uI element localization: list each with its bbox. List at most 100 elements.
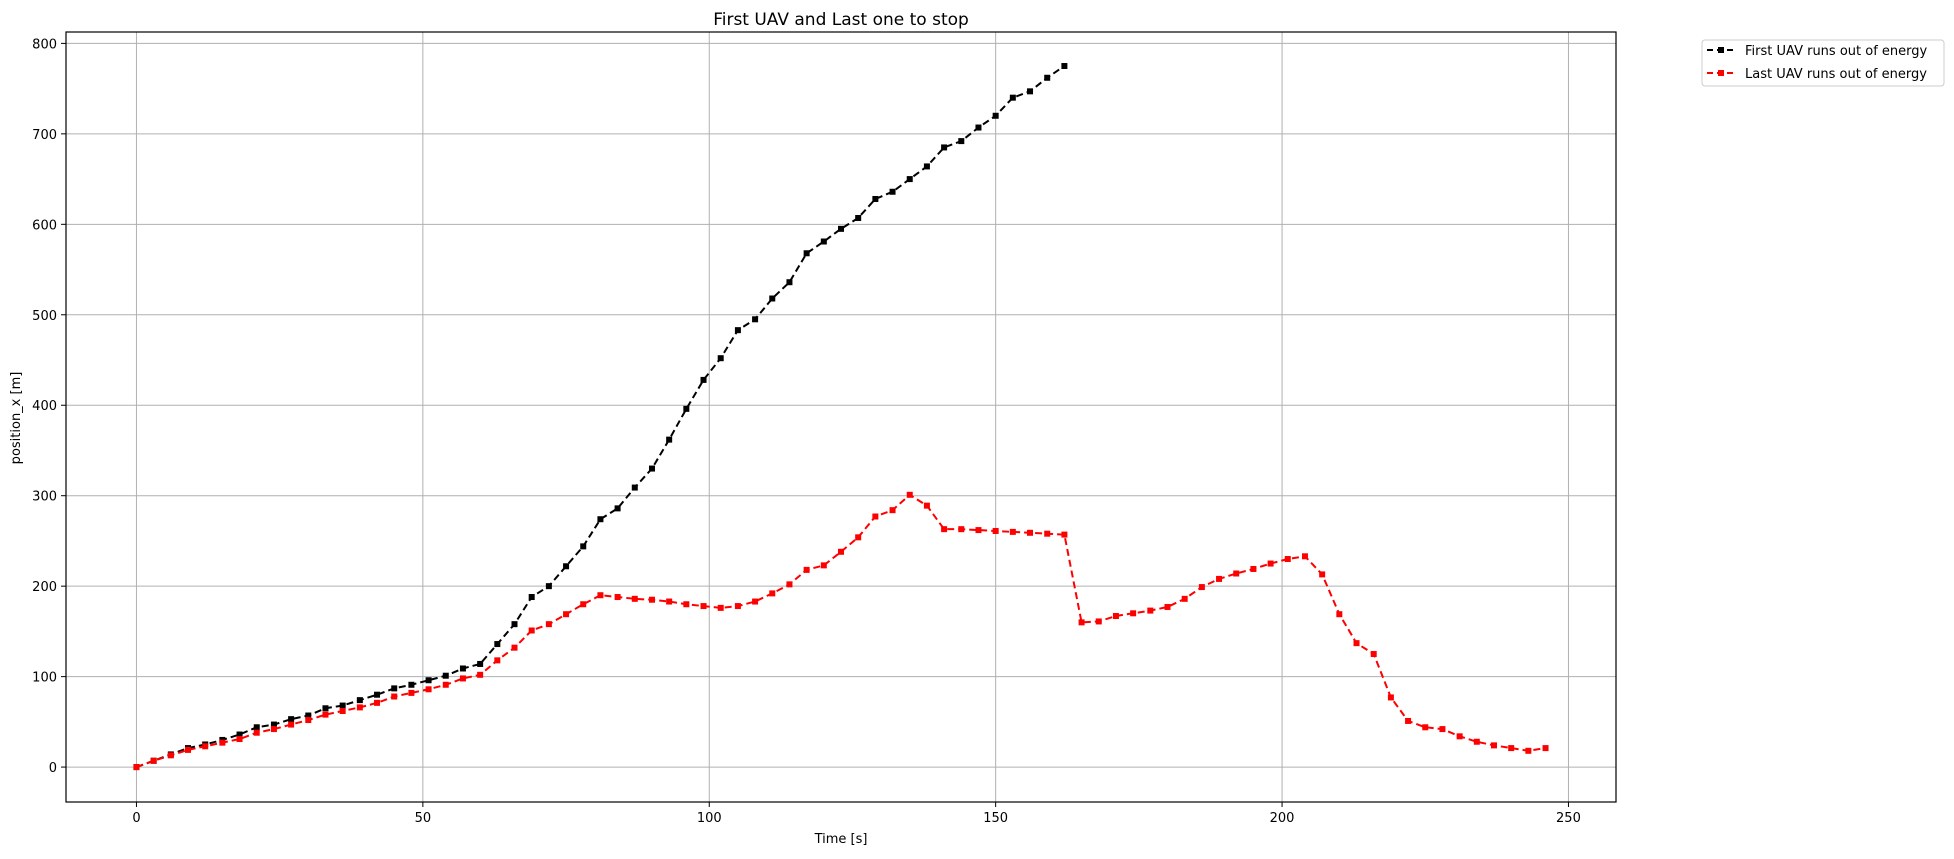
y-tick-label: 200 [32,580,57,595]
data-point [563,611,570,618]
data-point [1387,694,1394,701]
data-point [442,681,449,688]
data-point [236,731,243,738]
data-point [1061,63,1068,70]
data-point [1284,556,1291,563]
y-tick-label: 100 [32,671,57,686]
data-point [872,195,879,202]
data-point [1267,560,1274,567]
data-point [1370,651,1377,658]
data-point [219,739,226,746]
data-point [786,581,793,588]
data-point [769,590,776,597]
y-tick-label: 300 [32,490,57,505]
data-point [322,711,329,718]
data-point [494,657,501,664]
data-point [1044,530,1051,537]
data-point [1353,640,1360,647]
y-tick-label: 400 [32,399,57,414]
series-layer [133,63,1549,771]
data-point [442,672,449,679]
data-point [391,685,398,692]
data-point [374,691,381,698]
data-point [545,583,552,590]
data-point [1336,611,1343,618]
data-point [322,705,329,712]
data-point [906,491,913,498]
data-point [1233,570,1240,577]
data-point [855,534,862,541]
data-point [1027,88,1034,95]
data-point [889,188,896,195]
data-point [339,708,346,714]
data-point [1422,724,1429,731]
data-point [133,764,140,771]
legend-box [1701,39,1945,87]
data-point [1473,738,1480,745]
data-point [270,726,277,733]
data-point [1198,584,1205,591]
data-point [202,743,209,750]
data-point [941,144,948,151]
data-point [820,562,827,569]
x-tick-label: 250 [1556,811,1581,826]
data-point [683,405,690,412]
grid-lines [66,32,1616,802]
data-point [477,660,484,667]
data-point [1542,745,1549,752]
data-point [1301,553,1308,560]
series-last-uav [133,491,1549,771]
data-point [1078,619,1085,626]
data-point [391,693,398,700]
data-point [408,681,415,688]
data-point [1009,94,1016,101]
legend-label-first-uav: First UAV runs out of energy [1745,44,1928,59]
data-point [270,721,277,728]
data-point [923,163,930,170]
data-point [769,295,776,302]
data-point [305,717,312,724]
data-point [648,465,655,472]
legend-label-last-uav: Last UAV runs out of energy [1745,67,1927,82]
data-point [975,527,982,534]
data-point [752,316,759,323]
data-point [597,592,604,599]
y-tick-label: 700 [32,128,57,143]
x-tick-label: 50 [415,811,432,826]
data-point [975,124,982,131]
series-line [136,493,1546,769]
data-point [906,176,913,183]
data-point [253,724,260,731]
data-point [1181,595,1188,602]
data-point [803,250,810,257]
data-point [356,704,363,711]
plot-frame [65,31,1617,803]
data-point [459,675,466,682]
data-point [734,603,741,610]
y-axis-label: position_x [m] [9,372,24,465]
data-point [528,627,535,634]
data-point [477,671,484,678]
data-point [1216,575,1223,582]
data-point [563,563,570,570]
data-point [1095,618,1102,625]
data-point [356,697,363,704]
data-point [288,716,295,723]
data-point [425,686,432,693]
data-point [305,712,312,719]
data-point [374,699,381,706]
y-tick-label: 600 [32,218,57,233]
data-point [236,736,243,743]
data-point [958,138,965,145]
data-point [1525,747,1532,754]
data-point [614,505,621,512]
data-point [528,594,535,601]
data-point [855,214,862,221]
data-point [253,729,260,736]
legend-marker-first-uav [1718,47,1724,53]
data-point [992,112,999,119]
data-point [820,238,827,245]
data-point [717,355,724,362]
x-tick-label: 0 [132,811,140,826]
